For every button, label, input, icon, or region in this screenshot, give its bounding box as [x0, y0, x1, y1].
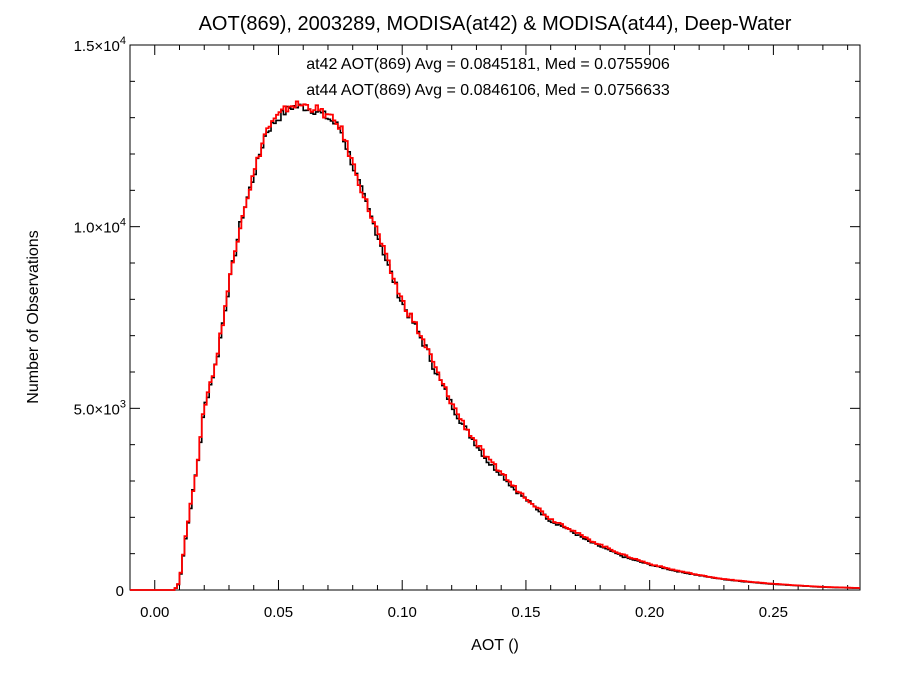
y-tick-label: 1.0×104: [74, 217, 126, 237]
y-tick-label: 1.5×104: [74, 35, 126, 55]
x-tick-label: 0.20: [635, 604, 664, 621]
annotation-at42: at42 AOT(869) Avg = 0.0845181, Med = 0.0…: [306, 56, 670, 73]
x-tick-label: 0.10: [388, 604, 417, 621]
series-layer: [130, 100, 860, 591]
series-line-at44: [130, 100, 860, 591]
x-axis-label: AOT (): [471, 637, 519, 654]
x-tick-label: 0.25: [759, 604, 788, 621]
x-tick-label: 0.05: [264, 604, 293, 621]
x-axis: 0.00 0.05 0.10 0.15 0.20 0.25: [129, 45, 849, 621]
y-tick-label: 5.0×103: [74, 398, 126, 418]
y-tick-label: 0: [116, 583, 124, 600]
plot-frame: [129, 44, 861, 591]
series-line-at42: [130, 103, 860, 591]
annotation-at44: at44 AOT(869) Avg = 0.0846106, Med = 0.0…: [306, 82, 670, 99]
x-tick-label: 0.00: [140, 604, 169, 621]
x-tick-label: 0.15: [511, 604, 540, 621]
y-axis: 0 5.0×103 1.0×104 1.5×104: [74, 35, 860, 600]
y-axis-label: Number of Observations: [25, 230, 42, 403]
chart-title: AOT(869), 2003289, MODISA(at42) & MODISA…: [199, 13, 792, 35]
